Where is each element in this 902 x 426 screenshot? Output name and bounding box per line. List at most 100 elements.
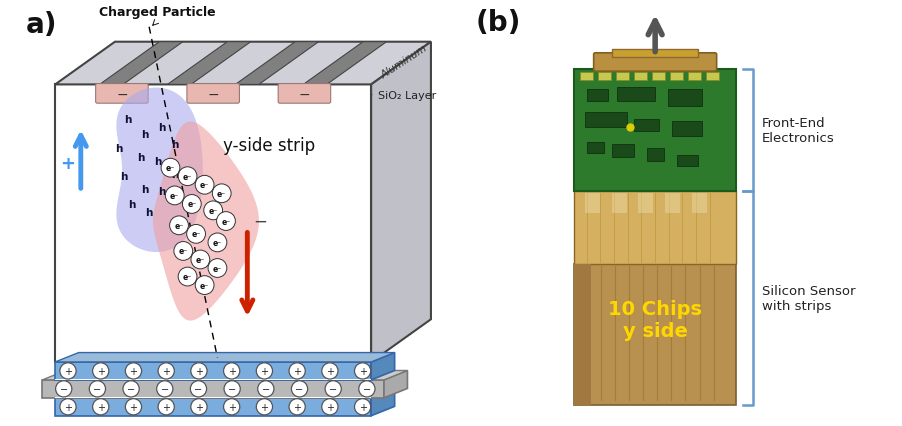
Circle shape — [322, 399, 338, 415]
Text: h: h — [154, 157, 161, 167]
Bar — [612, 145, 634, 158]
Circle shape — [195, 176, 214, 195]
Circle shape — [191, 250, 210, 269]
Text: y-side strip: y-side strip — [223, 136, 315, 154]
Text: +: + — [227, 402, 235, 412]
Text: −: − — [253, 213, 267, 230]
Circle shape — [354, 363, 371, 379]
Bar — [666, 194, 680, 213]
Polygon shape — [303, 43, 387, 85]
Polygon shape — [99, 43, 183, 85]
Text: −: − — [161, 384, 169, 394]
Circle shape — [208, 259, 226, 278]
Bar — [634, 119, 659, 132]
Circle shape — [212, 184, 231, 203]
Bar — [55, 379, 371, 380]
Bar — [587, 143, 604, 153]
Text: h: h — [141, 129, 149, 139]
Bar — [574, 264, 736, 405]
Polygon shape — [55, 43, 431, 85]
Text: +: + — [162, 366, 170, 376]
Text: −: − — [296, 384, 304, 394]
Text: h: h — [128, 199, 135, 210]
Polygon shape — [371, 389, 395, 416]
Text: Silicon Sensor
with strips: Silicon Sensor with strips — [762, 284, 855, 312]
Bar — [42, 380, 384, 398]
Bar — [587, 89, 608, 102]
Text: e⁻: e⁻ — [166, 164, 175, 173]
Text: −: − — [329, 384, 337, 394]
Text: +: + — [293, 402, 301, 412]
Polygon shape — [55, 85, 371, 362]
Circle shape — [224, 399, 240, 415]
Bar — [55, 362, 371, 380]
FancyBboxPatch shape — [594, 54, 716, 72]
Text: +: + — [359, 402, 366, 412]
Circle shape — [354, 399, 371, 415]
Circle shape — [216, 212, 235, 231]
Text: e⁻: e⁻ — [200, 181, 209, 190]
Circle shape — [161, 159, 179, 178]
Text: e⁻: e⁻ — [221, 217, 231, 226]
Circle shape — [170, 216, 189, 235]
Polygon shape — [384, 371, 408, 398]
Text: +: + — [261, 402, 269, 412]
Circle shape — [256, 399, 272, 415]
Text: Aluminum: Aluminum — [379, 43, 428, 81]
Circle shape — [179, 167, 197, 186]
Text: +: + — [261, 366, 269, 376]
Text: −: − — [207, 87, 219, 101]
Text: +: + — [130, 402, 137, 412]
Circle shape — [60, 399, 76, 415]
Polygon shape — [235, 43, 318, 85]
Circle shape — [179, 268, 197, 286]
Text: −: − — [127, 384, 135, 394]
Circle shape — [256, 363, 272, 379]
Bar — [672, 121, 702, 136]
Text: +: + — [64, 402, 72, 412]
Bar — [598, 72, 612, 81]
Bar — [55, 398, 371, 416]
Text: +: + — [64, 366, 72, 376]
Circle shape — [174, 242, 193, 261]
Circle shape — [322, 363, 338, 379]
Text: +: + — [97, 402, 105, 412]
Text: e⁻: e⁻ — [188, 200, 197, 209]
Text: e⁻: e⁻ — [174, 221, 184, 230]
Polygon shape — [152, 122, 259, 321]
Bar — [617, 87, 655, 102]
Bar — [584, 113, 628, 128]
Text: e⁻: e⁻ — [183, 272, 192, 282]
Bar — [668, 89, 702, 106]
Text: +: + — [227, 366, 235, 376]
Polygon shape — [371, 43, 431, 362]
Bar — [616, 72, 629, 81]
Bar — [706, 72, 719, 81]
Circle shape — [291, 381, 308, 397]
Polygon shape — [55, 353, 395, 362]
Text: h: h — [141, 184, 149, 195]
Text: h: h — [158, 187, 166, 197]
Text: −: − — [116, 87, 128, 101]
Text: h: h — [145, 208, 152, 218]
Text: h: h — [120, 172, 127, 182]
Polygon shape — [55, 389, 395, 398]
Text: −: − — [363, 384, 371, 394]
Circle shape — [195, 276, 214, 295]
Text: e⁻: e⁻ — [170, 191, 179, 201]
Text: −: − — [299, 87, 310, 101]
Text: +: + — [162, 402, 170, 412]
Text: a): a) — [25, 11, 57, 39]
Bar — [584, 194, 600, 213]
Polygon shape — [168, 43, 251, 85]
Text: h: h — [115, 144, 123, 154]
Circle shape — [224, 381, 240, 397]
Text: e⁻: e⁻ — [208, 206, 217, 216]
Text: −: − — [228, 384, 236, 394]
Text: e⁻: e⁻ — [183, 172, 192, 181]
Bar — [676, 155, 698, 166]
Bar — [574, 192, 736, 264]
Bar — [693, 194, 707, 213]
Circle shape — [191, 363, 207, 379]
Text: +: + — [326, 366, 334, 376]
